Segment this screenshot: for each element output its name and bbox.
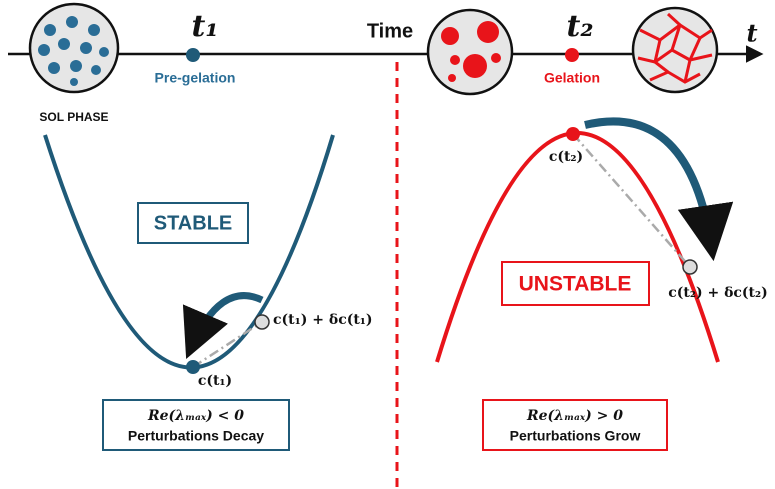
cluster-icon [426,8,514,96]
sol-icon [28,2,120,94]
unstable-perturbed-point [682,259,698,275]
t1-dot [186,48,200,62]
t1-label: t₁ [192,9,219,44]
stable-arrow [182,292,264,360]
unstable-title: UNSTABLE [519,273,632,296]
unstable-condition: Re(λₘₐₓ) > 0 [526,408,623,424]
unstable-point [566,127,580,141]
t-axis-label: t [746,19,757,48]
unstable-curve [435,131,720,363]
stable-box [137,202,249,244]
t2-dot [565,48,579,62]
time-label: Time [367,20,413,42]
gelation-label: Gelation [544,70,600,86]
unstable-point-label: c(t₂) [549,149,583,165]
t2-label: t₂ [567,9,594,44]
unstable-box [501,261,650,306]
unstable-arrow [584,117,734,262]
unstable-result: Perturbations Grow [510,428,641,444]
network-icon [631,6,719,94]
stable-result: Perturbations Decay [128,428,264,444]
stable-condition-box [102,399,290,451]
stable-point-label: c(t₁) [198,373,232,389]
unstable-perturbed-label: c(t₂) + δc(t₂) [668,285,768,301]
stable-point [186,360,200,374]
sol-label: SOL PHASE [39,110,108,124]
unstable-perturb-line [572,133,691,268]
stable-title: STABLE [154,212,233,234]
stable-perturbed-label: c(t₁) + δc(t₁) [273,312,373,328]
stable-condition: Re(λₘₐₓ) < 0 [147,408,244,424]
stable-curve [43,134,335,370]
unstable-condition-box [482,399,668,451]
stable-perturbed-point [254,314,270,330]
pre-gelation-label: Pre-gelation [155,70,236,86]
